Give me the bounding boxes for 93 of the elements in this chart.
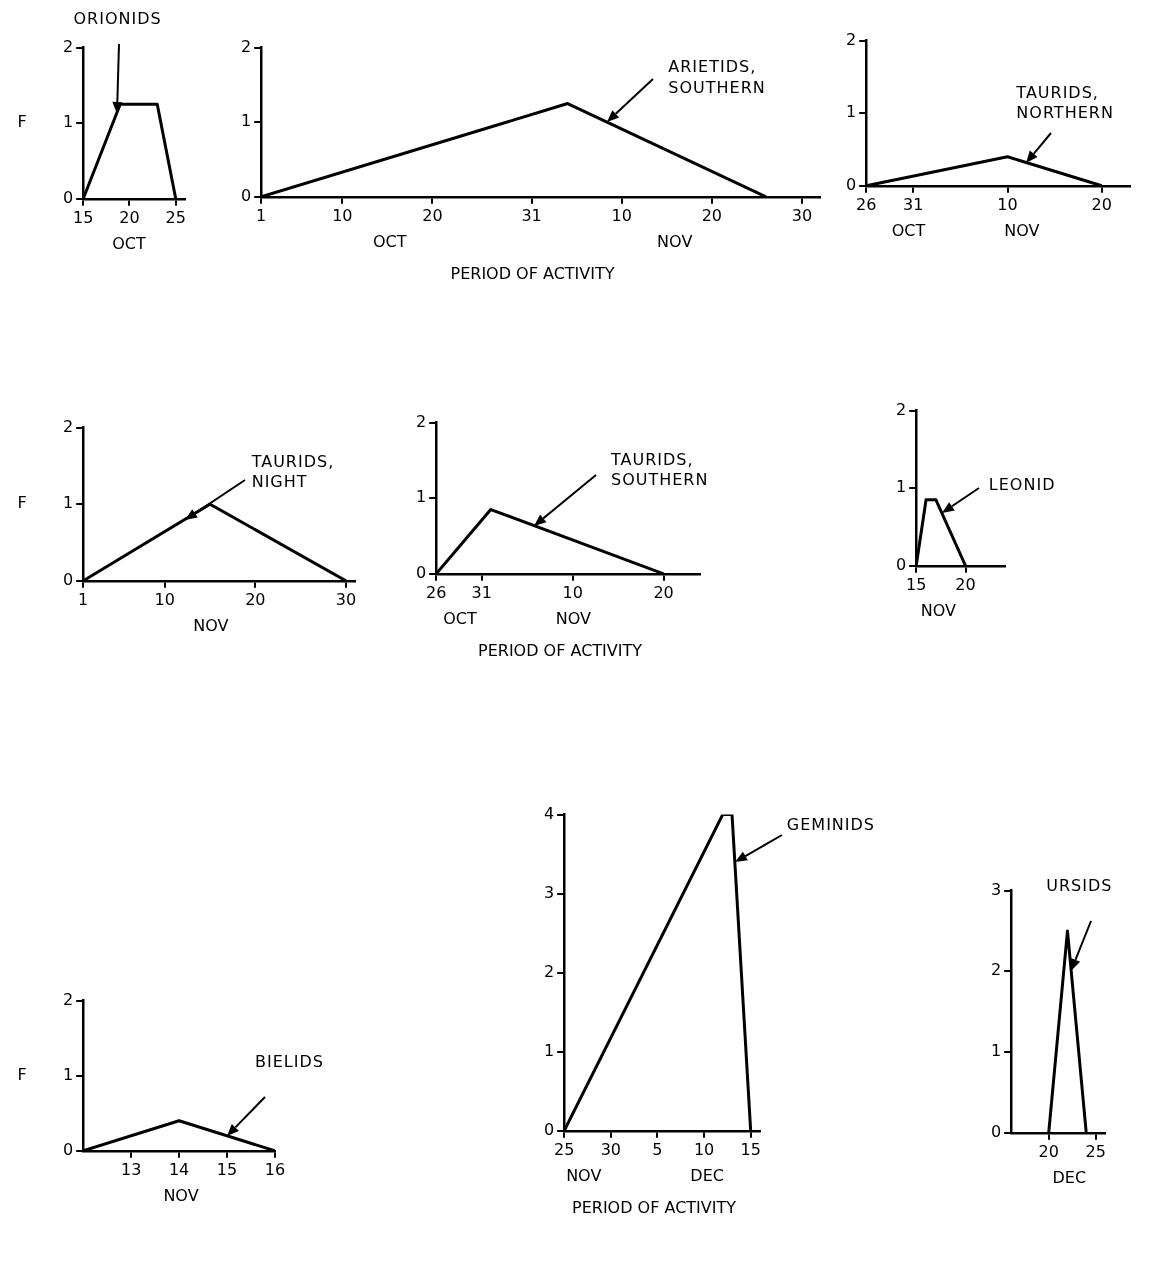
text: DEC (690, 1166, 724, 1186)
text: NOV (1004, 221, 1040, 241)
y-tick-label: 0 (543, 1119, 555, 1139)
y-tick-label: 1 (543, 1040, 555, 1060)
x-tick-label: 31 (903, 194, 924, 214)
text: TAURIDS, SOUTHERN (610, 449, 709, 492)
x-tick-label: 20 (1038, 1141, 1059, 1161)
text: NOV (555, 609, 592, 629)
y-tick-label: 0 (845, 174, 857, 194)
y-tick-label: 0 (240, 185, 252, 205)
y-tick-label: 1 (895, 477, 907, 497)
y-tick-label: 1 (62, 1064, 74, 1084)
text: TAURIDS, NORTHERN (1016, 82, 1114, 125)
x-tick-label: 1 (78, 589, 89, 609)
x-tick-label: 26 (426, 582, 447, 602)
x-tick-label: 31 (521, 205, 542, 225)
text: OCT (891, 221, 926, 241)
y-tick-label: 0 (62, 569, 74, 589)
x-tick-label: 15 (73, 207, 94, 227)
x-tick-label: 25 (554, 1139, 575, 1159)
text: NOV (193, 616, 229, 636)
y-tick-label: 1 (62, 112, 74, 132)
text: NOV (566, 1166, 602, 1186)
y-axis-title: F (17, 493, 27, 513)
x-axis-title: PERIOD OF ACTIVITY (571, 1198, 737, 1218)
text: OCT (443, 609, 477, 629)
y-tick-label: 1 (240, 111, 252, 131)
y-tick-label: 1 (990, 1041, 1002, 1061)
y-tick-label: 0 (415, 562, 427, 582)
y-tick-label: 2 (895, 399, 907, 419)
x-tick-label: 20 (245, 589, 266, 609)
x-tick-label: 1 (256, 205, 267, 225)
x-tick-label: 10 (332, 205, 353, 225)
x-tick-label: 26 (856, 194, 877, 214)
text: ARIETIDS, SOUTHERN (668, 57, 766, 99)
text: LEONID (988, 475, 1056, 496)
y-tick-label: 2 (240, 36, 252, 56)
x-tick-label: 20 (119, 207, 140, 227)
x-tick-label: 13 (120, 1159, 142, 1179)
y-tick-label: 0 (895, 554, 907, 574)
x-tick-label: 14 (168, 1159, 190, 1179)
text: NOV (163, 1186, 199, 1206)
x-tick-label: 10 (562, 582, 583, 602)
x-tick-label: 15 (216, 1159, 238, 1179)
series-label: TAURIDS, NIGHT (251, 451, 335, 494)
y-tick-label: 1 (62, 493, 74, 513)
x-tick-label: 20 (701, 205, 723, 225)
x-tick-label: 31 (471, 582, 492, 602)
x-axis-title: PERIOD OF ACTIVITY (450, 264, 615, 284)
y-tick-label: 3 (543, 882, 555, 902)
y-tick-label: 2 (62, 989, 74, 1009)
y-axis-title: F (17, 112, 27, 132)
text: NOV (657, 232, 693, 252)
x-tick-label: 20 (955, 574, 976, 594)
x-tick-label: 10 (693, 1139, 715, 1159)
x-tick-label: 30 (791, 205, 813, 225)
x-tick-label: 20 (422, 205, 443, 225)
text: DEC (1052, 1168, 1087, 1188)
x-tick-label: 20 (653, 582, 674, 602)
y-tick-label: 1 (845, 102, 857, 122)
y-tick-label: 2 (415, 411, 427, 431)
y-tick-label: 2 (62, 36, 74, 56)
x-tick-label: 30 (600, 1139, 621, 1159)
x-tick-label: 16 (264, 1159, 286, 1179)
y-tick-label: 2 (990, 960, 1002, 980)
x-tick-label: 25 (165, 207, 186, 227)
y-tick-label: 2 (845, 29, 857, 49)
y-axis-title: F (17, 1064, 27, 1084)
text: OCT (372, 232, 407, 252)
x-tick-label: 20 (1091, 194, 1112, 214)
x-tick-label: 5 (652, 1139, 663, 1159)
text: BIELIDS (255, 1051, 324, 1073)
text: NOV (920, 601, 957, 621)
y-tick-label: 2 (543, 961, 555, 981)
y-tick-label: 4 (543, 803, 555, 823)
x-tick-label: 15 (740, 1139, 761, 1159)
text: URSIDS (1046, 876, 1113, 898)
y-tick-label: 2 (62, 416, 74, 436)
text: OCT (112, 234, 146, 254)
text: GEMINIDS (786, 815, 876, 836)
text: ORIONIDS (73, 8, 162, 30)
x-tick-label: 10 (611, 205, 632, 225)
x-tick-label: 30 (335, 589, 357, 609)
x-tick-label: 25 (1085, 1141, 1106, 1161)
y-tick-label: 0 (62, 1139, 74, 1159)
y-tick-label: 3 (990, 879, 1002, 899)
x-tick-label: 10 (997, 194, 1018, 214)
x-tick-label: 15 (906, 574, 927, 594)
y-tick-label: 0 (990, 1121, 1002, 1141)
x-axis-title: PERIOD OF ACTIVITY (477, 641, 643, 661)
y-tick-label: 0 (62, 187, 74, 207)
x-tick-label: 10 (154, 589, 175, 609)
y-tick-label: 1 (415, 487, 427, 507)
